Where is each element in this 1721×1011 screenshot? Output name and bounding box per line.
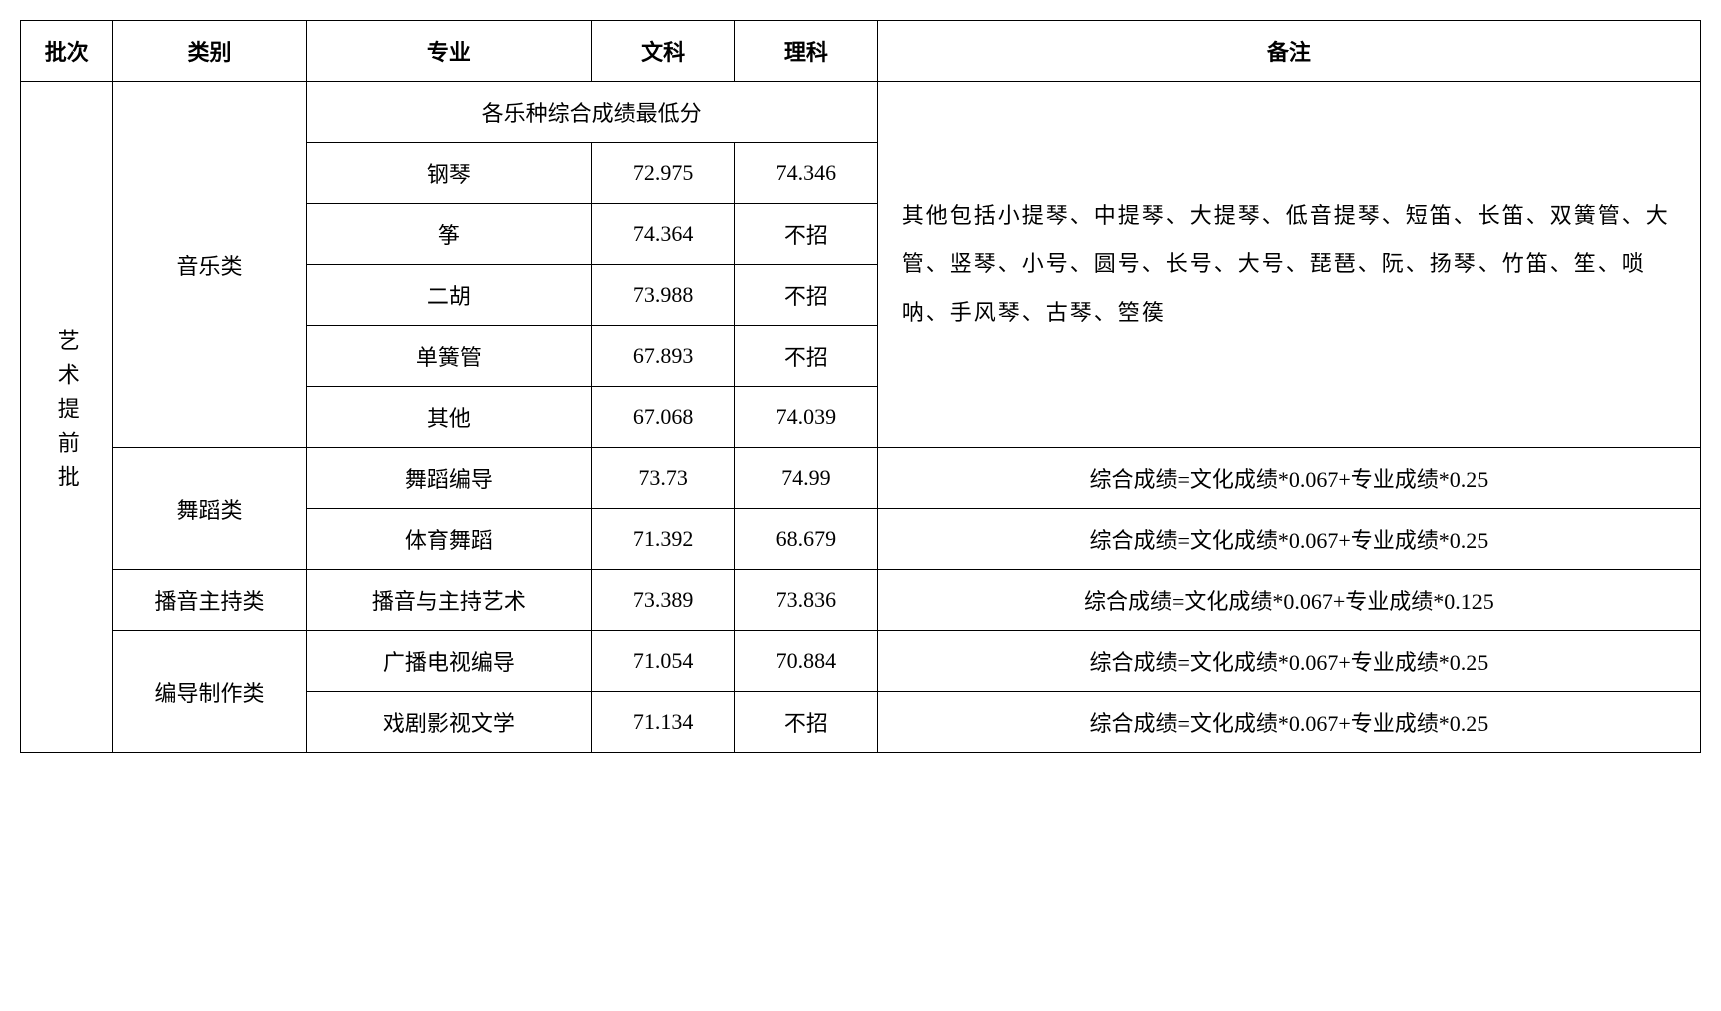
major-cell: 广播电视编导 xyxy=(306,631,592,692)
wenke-cell: 72.975 xyxy=(592,143,735,204)
major-cell: 筝 xyxy=(306,204,592,265)
major-cell: 二胡 xyxy=(306,265,592,326)
header-remark: 备注 xyxy=(877,21,1700,82)
category-dance: 舞蹈类 xyxy=(113,448,306,570)
like-cell: 74.99 xyxy=(734,448,877,509)
major-cell: 钢琴 xyxy=(306,143,592,204)
remark-cell: 综合成绩=文化成绩*0.067+专业成绩*0.25 xyxy=(877,509,1700,570)
table-row: 艺术提前批 音乐类 各乐种综合成绩最低分 其他包括小提琴、中提琴、大提琴、低音提… xyxy=(21,82,1701,143)
table-row: 编导制作类 广播电视编导 71.054 70.884 综合成绩=文化成绩*0.0… xyxy=(21,631,1701,692)
major-cell: 体育舞蹈 xyxy=(306,509,592,570)
wenke-cell: 73.389 xyxy=(592,570,735,631)
major-cell: 其他 xyxy=(306,387,592,448)
major-cell: 单簧管 xyxy=(306,326,592,387)
wenke-cell: 71.134 xyxy=(592,692,735,753)
like-cell: 不招 xyxy=(734,204,877,265)
like-cell: 不招 xyxy=(734,326,877,387)
admission-score-table: 批次 类别 专业 文科 理科 备注 艺术提前批 音乐类 各乐种综合成绩最低分 其… xyxy=(20,20,1701,753)
wenke-cell: 73.988 xyxy=(592,265,735,326)
music-subtitle: 各乐种综合成绩最低分 xyxy=(306,82,877,143)
like-cell: 不招 xyxy=(734,265,877,326)
table-row: 播音主持类 播音与主持艺术 73.389 73.836 综合成绩=文化成绩*0.… xyxy=(21,570,1701,631)
batch-label: 艺术提前批 xyxy=(51,329,83,499)
header-like: 理科 xyxy=(734,21,877,82)
wenke-cell: 71.054 xyxy=(592,631,735,692)
batch-cell: 艺术提前批 xyxy=(21,82,113,753)
category-music: 音乐类 xyxy=(113,82,306,448)
header-major: 专业 xyxy=(306,21,592,82)
header-category: 类别 xyxy=(113,21,306,82)
table-row: 舞蹈类 舞蹈编导 73.73 74.99 综合成绩=文化成绩*0.067+专业成… xyxy=(21,448,1701,509)
wenke-cell: 74.364 xyxy=(592,204,735,265)
wenke-cell: 71.392 xyxy=(592,509,735,570)
remark-cell: 综合成绩=文化成绩*0.067+专业成绩*0.25 xyxy=(877,692,1700,753)
like-cell: 74.346 xyxy=(734,143,877,204)
remark-cell: 综合成绩=文化成绩*0.067+专业成绩*0.125 xyxy=(877,570,1700,631)
wenke-cell: 67.893 xyxy=(592,326,735,387)
wenke-cell: 67.068 xyxy=(592,387,735,448)
major-cell: 播音与主持艺术 xyxy=(306,570,592,631)
remark-cell: 综合成绩=文化成绩*0.067+专业成绩*0.25 xyxy=(877,631,1700,692)
like-cell: 68.679 xyxy=(734,509,877,570)
wenke-cell: 73.73 xyxy=(592,448,735,509)
table-header-row: 批次 类别 专业 文科 理科 备注 xyxy=(21,21,1701,82)
category-director: 编导制作类 xyxy=(113,631,306,753)
like-cell: 74.039 xyxy=(734,387,877,448)
major-cell: 戏剧影视文学 xyxy=(306,692,592,753)
like-cell: 70.884 xyxy=(734,631,877,692)
like-cell: 73.836 xyxy=(734,570,877,631)
category-broadcast: 播音主持类 xyxy=(113,570,306,631)
remark-cell: 综合成绩=文化成绩*0.067+专业成绩*0.25 xyxy=(877,448,1700,509)
music-remark: 其他包括小提琴、中提琴、大提琴、低音提琴、短笛、长笛、双簧管、大管、竖琴、小号、… xyxy=(877,82,1700,448)
major-cell: 舞蹈编导 xyxy=(306,448,592,509)
header-batch: 批次 xyxy=(21,21,113,82)
like-cell: 不招 xyxy=(734,692,877,753)
header-wenke: 文科 xyxy=(592,21,735,82)
